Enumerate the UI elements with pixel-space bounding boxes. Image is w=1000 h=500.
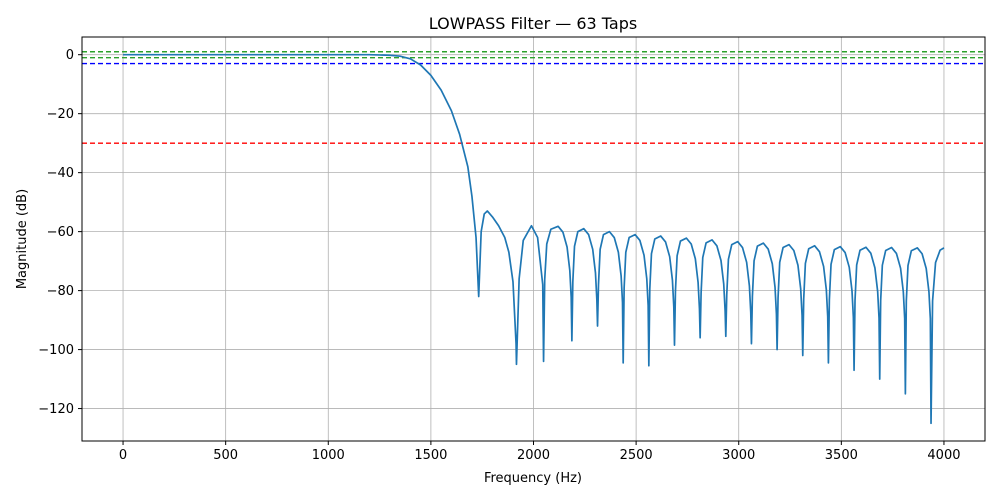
x-axis-title: Frequency (Hz) [484,471,582,486]
x-tick-label: 2500 [620,448,653,463]
grid [82,37,985,441]
x-tick-label: 1500 [414,448,447,463]
x-tick-label: 2000 [517,448,550,463]
y-tick-label: −120 [38,402,74,417]
y-axis-title: Magnitude (dB) [15,189,30,289]
x-tick-label: 3000 [722,448,755,463]
x-tick-label: 3500 [825,448,858,463]
chart-title: LOWPASS Filter — 63 Taps [429,14,637,33]
response-series [123,53,945,425]
y-tick-label: −40 [47,166,74,181]
x-tick-label: 0 [119,448,127,463]
x-tick-label: 4000 [927,448,960,463]
x-axis-ticks: 0 500 1000 1500 2000 2500 3000 3500 4000 [119,441,961,463]
y-axis-ticks: 0 −20 −40 −60 −80 −100 −120 [38,48,82,417]
y-tick-label: −20 [47,107,74,122]
y-tick-label: −60 [47,225,74,240]
magnitude-response-line [123,53,945,425]
reference-lines [82,51,985,144]
y-tick-label: −100 [38,343,74,358]
y-tick-label: −80 [47,284,74,299]
x-tick-label: 500 [213,448,238,463]
y-tick-label: 0 [66,48,74,63]
x-tick-label: 1000 [312,448,345,463]
